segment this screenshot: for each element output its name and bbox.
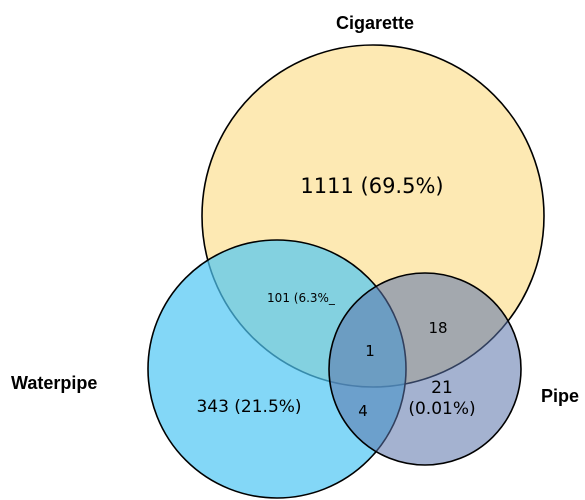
- cigarette-set-label: Cigarette: [336, 13, 414, 33]
- cigarette-only-label: 1111 (69.5%): [300, 174, 443, 198]
- waterpipe-only-label: 343 (21.5%): [196, 397, 301, 417]
- waterpipe-pipe-label: 4: [358, 402, 368, 420]
- pipe-set-label: Pipe: [541, 386, 579, 406]
- cigarette-waterpipe-label: 101 (6.3%_: [267, 291, 336, 305]
- waterpipe-set-label: Waterpipe: [11, 373, 97, 393]
- pipe-only-percent-label: (0.01%): [408, 399, 475, 419]
- cigarette-pipe-label: 18: [428, 319, 447, 337]
- pipe-circle: [328, 272, 522, 466]
- all-three-label: 1: [365, 342, 375, 360]
- pipe-only-count-label: 21: [431, 378, 453, 398]
